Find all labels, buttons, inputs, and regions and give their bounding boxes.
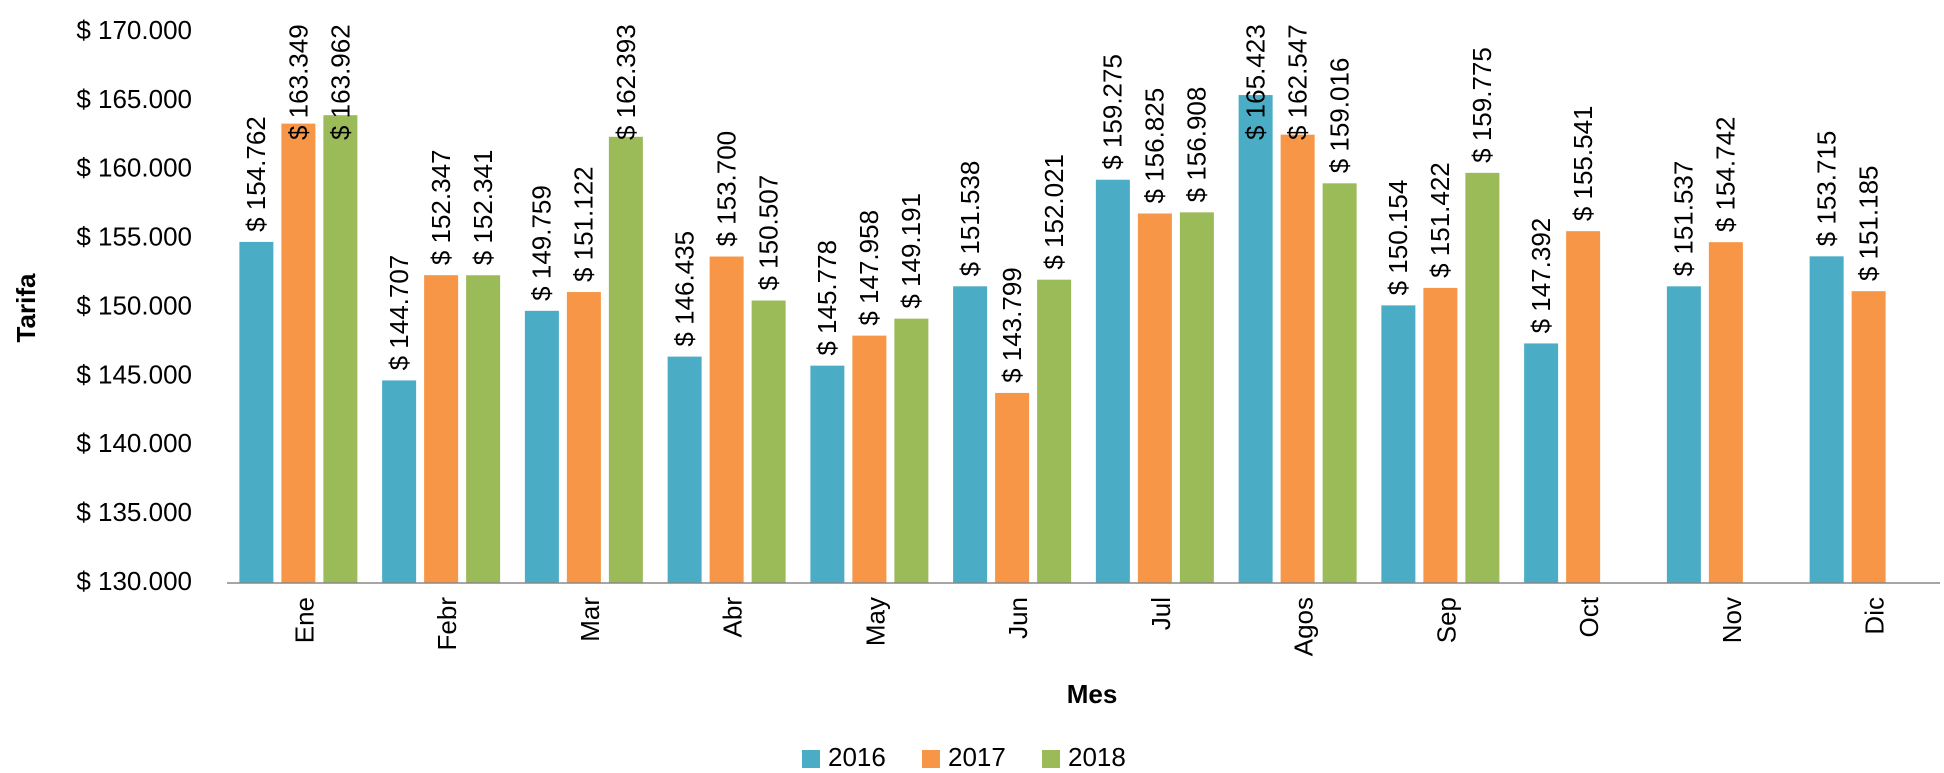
bar	[1179, 212, 1214, 584]
value-label: $ 150.154	[1383, 180, 1413, 296]
bar	[566, 292, 601, 583]
value-label: $ 156.825	[1140, 88, 1170, 204]
bar	[1280, 134, 1315, 583]
y-tick-label: $ 165.000	[76, 84, 192, 114]
bar	[1666, 286, 1701, 583]
legend-swatch	[802, 750, 820, 768]
legend-label: 2018	[1068, 742, 1126, 772]
value-label: $ 163.349	[283, 24, 313, 140]
x-axis-title: Mes	[1067, 679, 1118, 709]
value-label: $ 146.435	[670, 231, 700, 347]
bar	[1137, 213, 1172, 583]
value-label: $ 151.422	[1425, 162, 1455, 278]
value-label: $ 144.707	[384, 255, 414, 371]
value-label: $ 152.341	[468, 150, 498, 266]
value-label: $ 143.799	[997, 267, 1027, 383]
value-label: $ 152.021	[1039, 154, 1069, 270]
x-tick-label: Jun	[1003, 597, 1033, 639]
value-label: $ 150.507	[754, 175, 784, 291]
bar	[1708, 242, 1743, 583]
value-label: $ 163.962	[325, 24, 355, 140]
x-tick-label: Ene	[289, 597, 319, 643]
value-label: $ 165.423	[1241, 24, 1271, 140]
value-label: $ 151.538	[955, 161, 985, 277]
value-label: $ 162.547	[1283, 24, 1313, 140]
bar	[709, 256, 744, 583]
value-label: $ 159.275	[1098, 54, 1128, 170]
y-tick-label: $ 160.000	[76, 153, 192, 183]
x-tick-label: Agos	[1289, 597, 1319, 656]
x-tick-label: Abr	[718, 597, 748, 638]
value-label: $ 156.908	[1182, 87, 1212, 203]
bar	[524, 310, 559, 583]
value-label: $ 159.016	[1325, 58, 1355, 174]
y-tick-label: $ 145.000	[76, 359, 192, 389]
value-label: $ 145.778	[812, 240, 842, 356]
bar	[667, 356, 702, 583]
bar	[953, 286, 988, 583]
bar	[239, 241, 274, 583]
bar	[323, 115, 358, 583]
bar	[1423, 287, 1458, 583]
y-tick-label: $ 155.000	[76, 222, 192, 252]
y-tick-label: $ 130.000	[76, 566, 192, 596]
bar	[1809, 256, 1844, 583]
legend-label: 2017	[948, 742, 1006, 772]
value-label: $ 149.759	[527, 185, 557, 301]
value-label: $ 151.122	[569, 166, 599, 282]
y-axis-title: Tarifa	[11, 273, 41, 342]
y-tick-label: $ 150.000	[76, 290, 192, 320]
bar	[1037, 279, 1072, 583]
y-tick-label: $ 140.000	[76, 428, 192, 458]
bar	[751, 300, 786, 583]
value-label: $ 153.700	[712, 131, 742, 247]
x-tick-label: Nov	[1717, 597, 1747, 643]
x-tick-label: Dic	[1860, 597, 1890, 635]
value-label: $ 153.715	[1812, 131, 1842, 247]
value-label: $ 147.392	[1526, 218, 1556, 334]
bar	[1566, 231, 1601, 583]
legend-label: 2016	[828, 742, 886, 772]
bar	[995, 392, 1030, 583]
value-label: $ 159.775	[1467, 47, 1497, 163]
value-label: $ 154.742	[1711, 117, 1741, 233]
bar	[382, 380, 417, 583]
bar	[281, 123, 316, 583]
x-tick-label: Jul	[1146, 597, 1176, 630]
bar	[466, 275, 501, 583]
value-label: $ 152.347	[426, 149, 456, 265]
bar	[810, 365, 845, 583]
x-tick-label: Mar	[575, 597, 605, 642]
value-label: $ 155.541	[1568, 106, 1598, 222]
x-tick-label: Oct	[1574, 596, 1604, 637]
bar	[1095, 179, 1130, 583]
bar	[1238, 95, 1273, 584]
bar	[852, 335, 887, 583]
x-tick-label: Febr	[432, 597, 462, 651]
value-label: $ 154.762	[241, 116, 271, 232]
bar	[894, 318, 929, 583]
bar	[1381, 305, 1416, 583]
y-tick-label: $ 135.000	[76, 497, 192, 527]
value-label: $ 147.958	[854, 210, 884, 326]
y-tick-label: $ 170.000	[76, 15, 192, 45]
x-tick-label: Sep	[1431, 597, 1461, 643]
bar	[424, 275, 459, 583]
bar	[1524, 343, 1559, 583]
legend-swatch	[922, 750, 940, 768]
value-label: $ 149.191	[896, 193, 926, 309]
bar	[608, 136, 643, 583]
bar	[1851, 291, 1886, 583]
x-tick-label: May	[860, 597, 890, 646]
value-label: $ 151.185	[1854, 166, 1884, 282]
bar	[1465, 172, 1500, 584]
value-label: $ 151.537	[1669, 161, 1699, 277]
bar	[1322, 183, 1357, 583]
legend-swatch	[1042, 750, 1060, 768]
value-label: $ 162.393	[611, 24, 641, 140]
